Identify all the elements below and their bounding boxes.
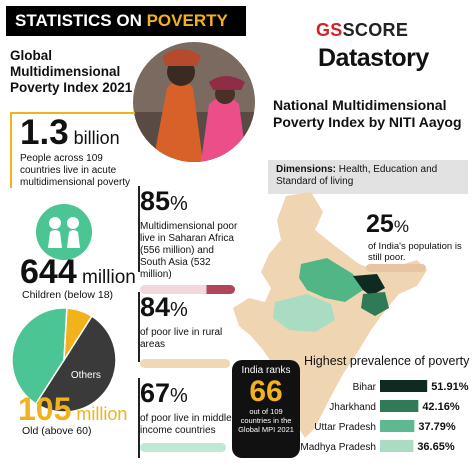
old-label: Old (above 60): [22, 425, 92, 437]
stat-2-value: 84%: [140, 292, 240, 325]
stat-3-bar: [140, 443, 226, 452]
india-rank-number: 66: [249, 375, 283, 408]
stat-2-bar: [140, 359, 230, 368]
bar-category-label-2: Uttar Pradesh: [314, 422, 376, 433]
banner-text: STATISTICS ON: [15, 11, 147, 30]
global-stat-unit: billion: [68, 128, 120, 148]
pie-slice-1: [11, 307, 68, 405]
bar-1: [380, 400, 419, 412]
bar-value-label-1: 42.16%: [422, 401, 460, 413]
prevalence-chart-title: Highest prevalence of poverty: [304, 354, 470, 368]
brand-gs: GS: [316, 20, 343, 40]
age-share-pie-chart: Others: [11, 307, 117, 413]
page-banner: STATISTICS ON POVERTY: [6, 6, 246, 36]
photo-women-carrying-loads: [133, 42, 255, 162]
children-icon: [36, 204, 92, 260]
stat-divider-1: [138, 186, 140, 272]
old-number: 105: [18, 391, 72, 427]
children-stat-value: 644 million: [20, 253, 136, 292]
prevalence-bar-chart: Bihar 51.91% Jharkhand 42.16% Uttar Pradesh 3…: [300, 380, 469, 453]
brand-logo-line1: GSSCORE: [316, 20, 408, 41]
stat-block-3: 67% of poor live in middle income countr…: [140, 378, 240, 452]
india-poor-pct: 25%: [366, 210, 409, 241]
india-rank-text: out of 109 countries in the Global MPI 2…: [238, 407, 294, 434]
stat-2-text: of poor live in rural areas: [140, 327, 223, 350]
stat-3-value: 67%: [140, 378, 240, 411]
bar-category-label-0: Bihar: [353, 382, 377, 393]
children-number: 644: [20, 253, 77, 291]
madhya-pradesh-region: [273, 294, 335, 332]
brand-logo-line2: Datastory: [318, 44, 429, 72]
dimensions-label: Dimensions:: [276, 164, 337, 175]
stat-2-sign: %: [170, 299, 188, 321]
stat-1-value: 85%: [140, 186, 240, 219]
stat-1-number: 85: [140, 186, 171, 216]
old-stat-value: 105 million: [18, 391, 127, 428]
stat-divider-2: [138, 292, 140, 362]
global-mpi-heading: Global Multidimensional Poverty Index 20…: [10, 48, 133, 95]
india-poor-text: of India's population is still poor.: [368, 241, 462, 263]
bar-value-label-2: 37.79%: [418, 421, 456, 433]
stat-block-2: 84% of poor live in rural areas: [140, 292, 240, 368]
dimensions-box: Dimensions: Health, Education and Standa…: [268, 160, 468, 194]
bar-category-label-3: Madhya Pradesh: [300, 442, 376, 453]
india-poor-bar: [366, 264, 426, 272]
bar-value-label-3: 36.65%: [417, 441, 455, 453]
pie-slice-label-0: Others: [71, 370, 101, 381]
stat-3-sign: %: [170, 385, 188, 407]
global-stat-frame: [10, 112, 135, 188]
india-poor-sign: %: [393, 217, 409, 236]
stat-1-sign: %: [170, 193, 188, 215]
stat-3-text: of poor live in middle income countries: [140, 413, 232, 436]
jharkhand-region: [361, 292, 389, 316]
national-mpi-heading: National Multidimensional Poverty Index …: [273, 97, 462, 130]
children-label: Children (below 18): [22, 289, 114, 301]
uttar-pradesh-region: [299, 258, 363, 302]
dimensions-text: Health, Education and Standard of living: [276, 164, 438, 187]
pie-slice-0: [34, 315, 117, 413]
bar-value-label-0: 51.91%: [431, 381, 469, 393]
india-rank-label: India ranks: [241, 365, 291, 376]
brand-score: SCORE: [342, 20, 409, 40]
bihar-region: [353, 274, 385, 296]
bar-category-label-1: Jharkhand: [329, 402, 376, 413]
bar-0: [380, 380, 428, 392]
stat-1-text: Multidimensional poor live in Saharan Af…: [140, 221, 238, 280]
stat-divider-3: [138, 378, 140, 458]
stat-2-number: 84: [140, 292, 171, 322]
global-stat-text: People across 109 countries live in acut…: [20, 153, 131, 188]
pie-slice-2: [63, 307, 93, 363]
bar-2: [380, 420, 415, 432]
children-unit: million: [76, 267, 136, 288]
india-poor-number: 25: [366, 210, 394, 238]
banner-highlight: POVERTY: [146, 11, 228, 30]
global-stat-number: 1.3: [20, 113, 69, 152]
global-stat-value: 1.3 billion: [20, 113, 120, 153]
old-unit: million: [71, 404, 128, 424]
stat-block-1: 85% Multidimensional poor live in Sahara…: [140, 186, 240, 294]
stat-1-bar: [140, 285, 235, 294]
stat-3-number: 67: [140, 378, 171, 408]
bar-3: [380, 440, 414, 452]
india-rank-badge: India ranks 66 out of 109 countries in t…: [232, 360, 300, 458]
